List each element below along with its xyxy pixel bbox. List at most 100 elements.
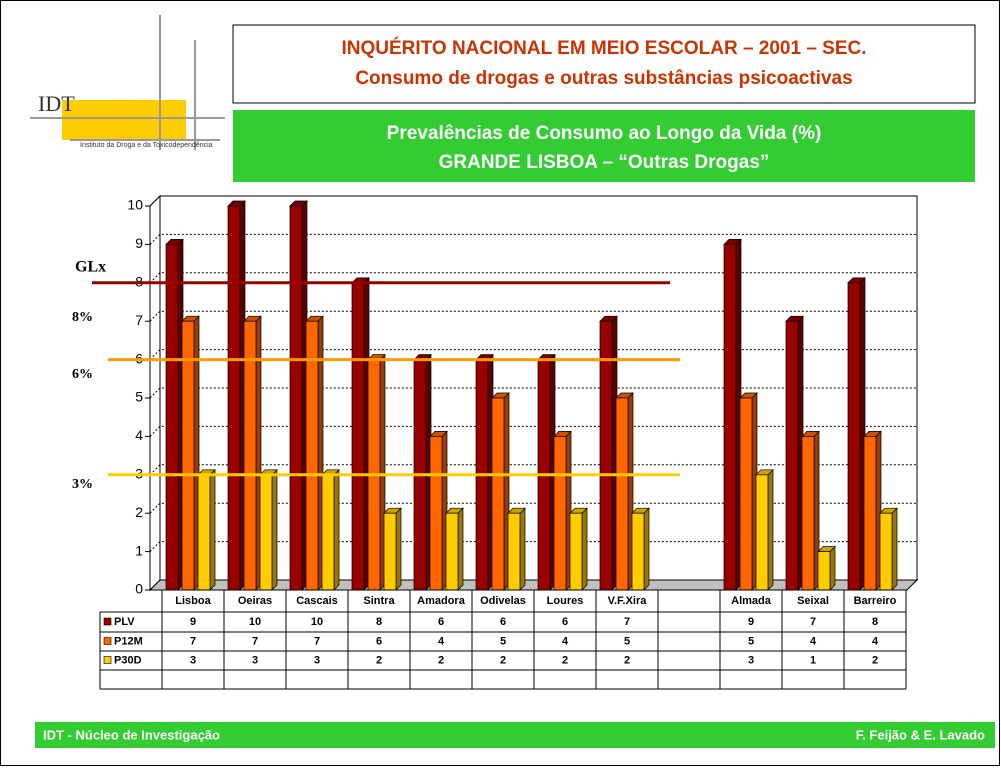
x-tick-label: Oeiras <box>238 595 272 607</box>
y-tick-label: 0 <box>135 581 143 597</box>
legend-swatch <box>103 656 112 664</box>
data-label: 2 <box>562 654 568 666</box>
bar-side <box>271 468 278 591</box>
bar <box>801 436 815 591</box>
data-label: 6 <box>438 616 444 628</box>
data-label: 10 <box>311 616 323 628</box>
data-label: 7 <box>624 616 630 628</box>
annotation: GLx <box>75 259 106 276</box>
bar <box>879 512 893 591</box>
x-tick-label: Barreiro <box>854 595 897 607</box>
grid-line <box>149 579 917 591</box>
bar <box>615 397 629 591</box>
reference-label: 6% <box>72 367 93 382</box>
subtitle: Prevalências de Consumo ao Longo da Vida… <box>387 123 822 144</box>
x-tick-label: Sintra <box>363 595 395 607</box>
data-label: 3 <box>190 654 196 666</box>
footer-bar <box>35 722 995 748</box>
title: Consumo de drogas e outras substâncias p… <box>355 68 852 89</box>
bar-side <box>767 468 774 591</box>
logo-caption: Instituto da Droga e da Toxicodependênci… <box>80 142 213 149</box>
data-label: 2 <box>624 654 630 666</box>
logo: IDT Instituto da Droga e da Toxicodepend… <box>30 15 225 150</box>
bar <box>739 397 753 591</box>
subtitle-box <box>233 110 975 182</box>
grid-line <box>149 541 917 552</box>
grid-line <box>149 425 917 437</box>
bar <box>847 282 861 591</box>
data-label: 3 <box>252 654 258 666</box>
grid-line <box>149 233 917 245</box>
legend-label: P30D <box>114 654 142 666</box>
x-tick-label: Cascais <box>296 595 338 607</box>
bar <box>321 474 335 591</box>
bar <box>429 436 443 591</box>
data-label: 4 <box>872 635 879 647</box>
data-label: 9 <box>748 616 754 628</box>
x-tick-label: V.F.Xira <box>608 595 648 607</box>
data-label: 1 <box>810 654 816 666</box>
footer-right: F. Feijão & E. Lavado <box>856 727 985 742</box>
bar <box>599 320 613 591</box>
bar-side <box>457 507 464 591</box>
bar-side <box>891 507 898 591</box>
grid-line <box>149 310 917 322</box>
legend-label: P12M <box>114 635 143 647</box>
data-label: 2 <box>500 654 506 666</box>
bar <box>785 320 799 591</box>
reference-label: 8% <box>72 310 93 325</box>
legend-swatch <box>103 637 112 645</box>
subtitle: GRANDE LISBOA – “Outras Drogas” <box>439 152 770 173</box>
bar <box>631 512 645 591</box>
bar <box>569 512 583 591</box>
bar <box>445 512 459 591</box>
bar <box>305 320 319 591</box>
title: INQUÉRITO NACIONAL EM MEIO ESCOLAR – 200… <box>341 37 866 59</box>
bar-side <box>209 468 216 591</box>
legend-swatch <box>103 617 112 626</box>
data-label: 2 <box>872 654 878 666</box>
grid-line <box>149 464 917 476</box>
data-label: 7 <box>190 635 196 647</box>
data-label: 4 <box>438 635 445 647</box>
data-label: 4 <box>810 635 817 647</box>
x-tick-label: Seixal <box>797 595 829 607</box>
bar <box>817 551 831 591</box>
data-label: 7 <box>252 635 258 647</box>
side-wall <box>149 194 161 592</box>
x-tick-label: Almada <box>731 595 772 607</box>
bar <box>723 244 737 591</box>
data-label: 10 <box>249 616 261 628</box>
legend-label: PLV <box>114 616 135 628</box>
bar-side <box>829 545 836 591</box>
reference-label: 3% <box>72 477 93 492</box>
y-tick-label: 7 <box>135 312 143 328</box>
data-label: 5 <box>748 635 754 647</box>
bar <box>259 474 273 591</box>
bar-side <box>333 468 340 591</box>
x-tick-label: Loures <box>547 595 584 607</box>
data-label: 8 <box>872 616 878 628</box>
data-label: 8 <box>376 616 382 628</box>
logo-block <box>62 100 186 140</box>
y-tick-label: 9 <box>135 235 143 251</box>
data-label: 4 <box>562 635 569 647</box>
bar-side <box>395 507 402 591</box>
title-box <box>232 24 976 104</box>
data-label: 5 <box>624 635 630 647</box>
grid-line <box>149 502 917 514</box>
data-label: 3 <box>314 654 320 666</box>
bar <box>197 474 211 591</box>
y-tick-label: 1 <box>135 542 143 558</box>
data-label: 6 <box>376 635 382 647</box>
data-label: 3 <box>748 654 754 666</box>
bar <box>553 436 567 591</box>
bar-side <box>519 507 526 591</box>
bar <box>289 205 303 591</box>
y-tick-label: 5 <box>135 389 143 405</box>
data-label: 9 <box>190 616 196 628</box>
data-label: 6 <box>562 616 568 628</box>
logo-text: IDT <box>38 91 75 116</box>
x-tick-label: Odivelas <box>480 595 526 607</box>
